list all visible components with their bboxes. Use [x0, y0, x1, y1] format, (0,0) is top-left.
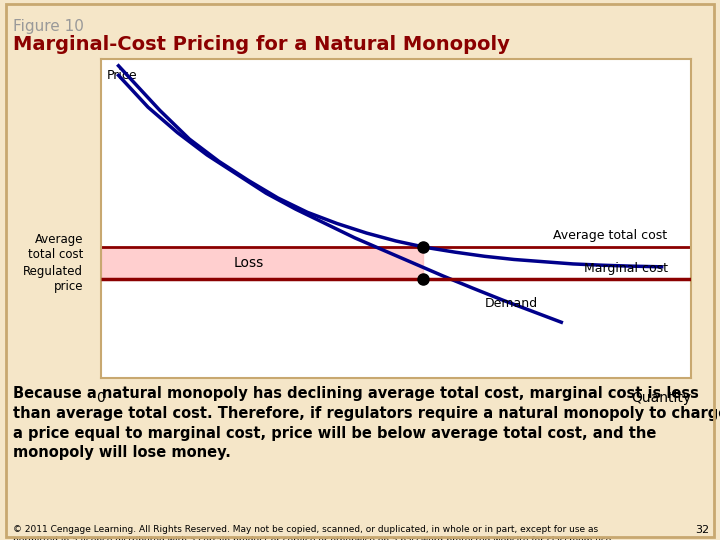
Text: Average
total cost: Average total cost [27, 233, 83, 261]
Text: Because a natural monopoly has declining average total cost, marginal cost is le: Because a natural monopoly has declining… [13, 386, 720, 461]
Text: Quantity: Quantity [631, 391, 691, 405]
Text: Loss: Loss [233, 256, 264, 271]
Text: 32: 32 [695, 525, 709, 535]
Text: 0: 0 [96, 391, 105, 405]
Text: Marginal cost: Marginal cost [584, 262, 667, 275]
Text: Average total cost: Average total cost [554, 228, 667, 241]
Text: Regulated
price: Regulated price [23, 265, 83, 293]
Text: Demand: Demand [485, 297, 538, 310]
Text: Marginal-Cost Pricing for a Natural Monopoly: Marginal-Cost Pricing for a Natural Mono… [13, 35, 510, 54]
Text: Price: Price [107, 69, 138, 82]
Text: Figure 10: Figure 10 [13, 19, 84, 34]
Text: © 2011 Cengage Learning. All Rights Reserved. May not be copied, scanned, or dup: © 2011 Cengage Learning. All Rights Rese… [13, 525, 614, 540]
